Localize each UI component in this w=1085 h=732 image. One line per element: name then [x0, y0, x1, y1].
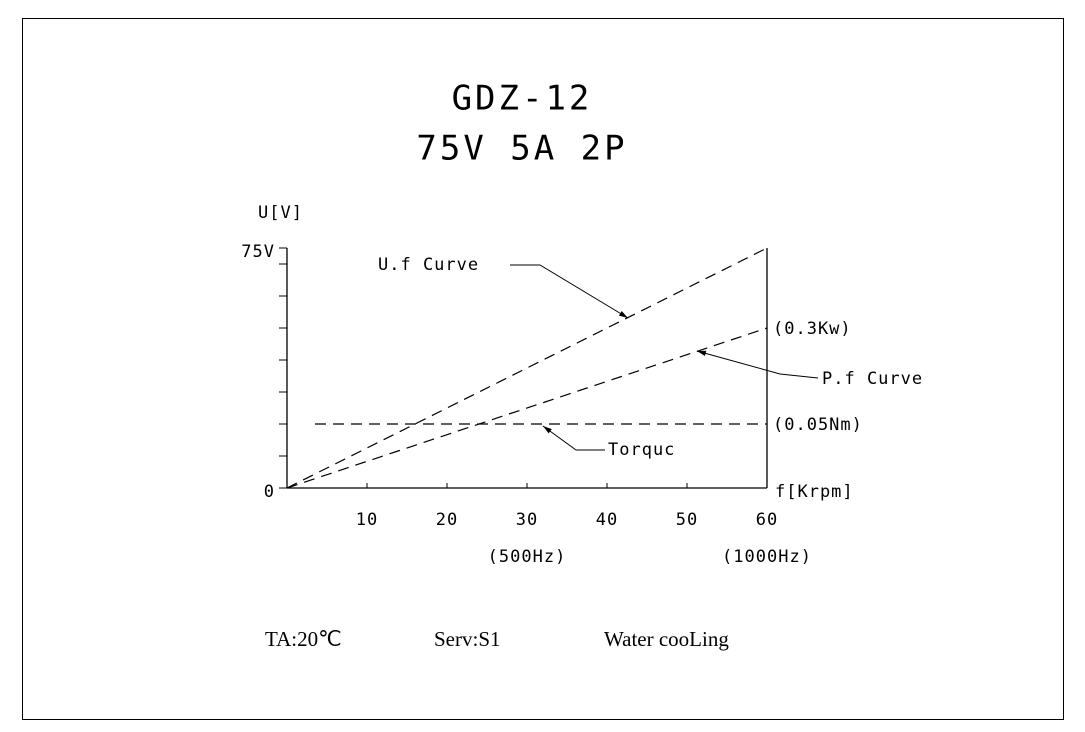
x-axis-label: f[Krpm] — [775, 482, 854, 502]
end-label: (0.05Nm) — [773, 415, 863, 435]
x-tick-label: 10 — [356, 510, 378, 530]
leader-line — [696, 350, 819, 379]
chart-subtitle: 75V 5A 2P — [416, 129, 627, 169]
footer-text: Water cooLing — [604, 627, 729, 651]
y-axis-label: U[V] — [258, 203, 303, 223]
series-label: U.f Curve — [378, 255, 479, 275]
series-label: Torquc — [608, 440, 675, 460]
x-tick-label: 30 — [516, 510, 538, 530]
series-line — [286, 327, 768, 489]
x-tick-label: 50 — [676, 510, 698, 530]
leader-line — [542, 425, 605, 451]
chart-title: GDZ-12 — [452, 79, 593, 119]
series-label: P.f Curve — [822, 369, 923, 389]
x-tick-label: 40 — [596, 510, 618, 530]
footer-text: Serv:S1 — [434, 627, 501, 651]
y-tick-label: 0 — [264, 482, 275, 502]
y-tick-label: 75V — [241, 242, 275, 262]
x-secondary-tick-label: (500Hz) — [488, 547, 567, 567]
x-tick-label: 20 — [436, 510, 458, 530]
x-tick-label: 60 — [756, 510, 778, 530]
leader-line — [510, 264, 629, 319]
end-label: (0.3Kw) — [773, 319, 852, 339]
footer-text: TA:20℃ — [265, 627, 342, 651]
x-secondary-tick-label: (1000Hz) — [722, 547, 812, 567]
frame — [22, 18, 1064, 720]
series-line — [286, 247, 768, 489]
